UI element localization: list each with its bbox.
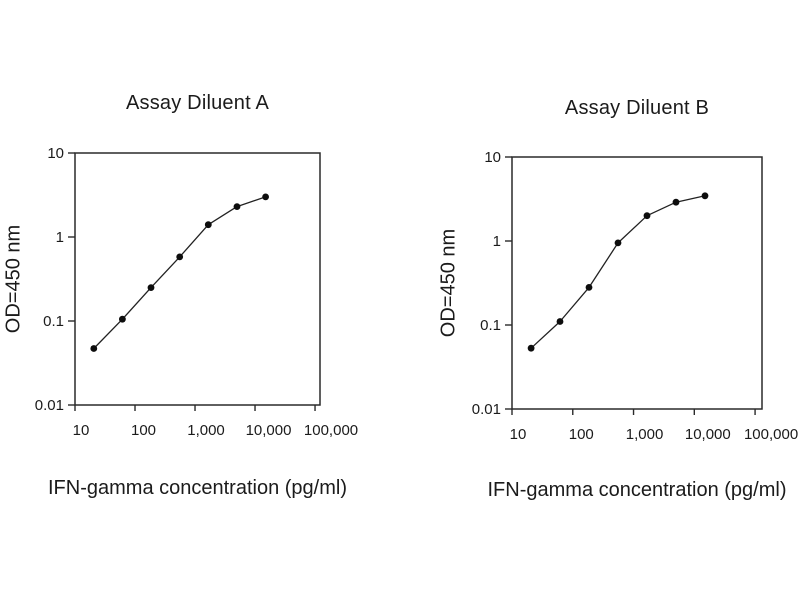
x-tick-label: 100 xyxy=(131,422,156,439)
y-tick-label: 0.1 xyxy=(43,313,64,330)
x-axis-label-diluent-b: IFN-gamma concentration (pg/ml) xyxy=(487,479,787,501)
data-point xyxy=(701,192,709,200)
data-point xyxy=(204,221,212,229)
y-tick-label: 1 xyxy=(56,229,64,246)
data-point xyxy=(527,344,535,352)
y-tick-label: 10 xyxy=(484,149,501,166)
data-point xyxy=(614,239,622,247)
plot-border xyxy=(511,156,763,410)
x-tick-label: 10 xyxy=(73,422,90,439)
y-tick-label: 0.01 xyxy=(35,397,64,414)
data-point xyxy=(90,345,98,352)
y-axis-label-diluent-a: OD=450 nm xyxy=(2,224,25,334)
data-point xyxy=(262,193,269,201)
data-point xyxy=(233,203,241,211)
y-tick-label: 10 xyxy=(47,145,64,162)
data-point xyxy=(585,284,593,291)
series-line xyxy=(530,195,706,349)
x-tick-label: 10 xyxy=(510,426,527,443)
data-point xyxy=(119,315,126,323)
chart-title-diluent-a: Assay Diluent A xyxy=(125,92,270,114)
x-tick-label: 10,000 xyxy=(685,426,731,443)
x-tick-label: 100,000 xyxy=(744,426,798,443)
data-point xyxy=(176,253,184,261)
y-tick-label: 0.01 xyxy=(472,401,501,418)
data-point xyxy=(556,318,564,325)
data-point xyxy=(643,212,651,220)
y-tick-label: 0.1 xyxy=(480,317,501,334)
x-tick-label: 100,000 xyxy=(304,422,358,439)
x-tick-label: 100 xyxy=(569,426,594,443)
x-tick-label: 1,000 xyxy=(626,426,664,443)
data-point xyxy=(672,198,680,206)
data-point xyxy=(147,284,155,291)
plot-area-diluent-a: 10 100 1,000 10,000 100,000 0.01 0.1 1 10 xyxy=(35,145,358,439)
x-tick-label: 10,000 xyxy=(246,422,292,439)
plot-area-diluent-b: 10 100 1,000 10,000 100,000 0.01 0.1 1 10 xyxy=(472,149,798,443)
series-line xyxy=(93,196,266,349)
y-axis-label-diluent-b: OD=450 nm xyxy=(437,228,460,338)
chart-title-diluent-b: Assay Diluent B xyxy=(564,97,710,119)
y-tick-label: 1 xyxy=(493,233,501,250)
x-tick-label: 1,000 xyxy=(187,422,225,439)
x-axis-label-diluent-a: IFN-gamma concentration (pg/ml) xyxy=(48,477,347,499)
plot-border xyxy=(74,152,321,406)
